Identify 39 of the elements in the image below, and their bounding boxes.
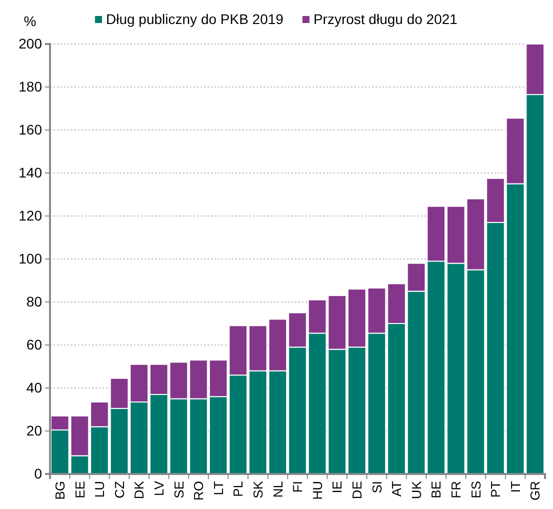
- x-tick-label: SK: [250, 480, 266, 498]
- x-tick-label: HU: [310, 481, 325, 500]
- x-tick-label: PT: [488, 480, 504, 498]
- y-tick-label: 100: [18, 250, 42, 266]
- y-tick-label: 200: [18, 35, 42, 52]
- x-tick-label: GR: [528, 481, 543, 500]
- x-tick-label: DE: [349, 480, 364, 500]
- x-tick-label: PL: [230, 481, 246, 497]
- legend-label: Przyrost długu do 2021: [313, 11, 458, 27]
- x-tick-label: AT: [389, 480, 404, 497]
- x-tick-label: BG: [52, 481, 68, 500]
- x-tick-label: FI: [290, 481, 306, 493]
- x-tick-label: EE: [72, 480, 88, 498]
- x-tick-label: LU: [92, 481, 108, 498]
- x-tick-label: LV: [151, 480, 166, 496]
- y-tick-label: 140: [18, 164, 42, 180]
- x-tick-label: SI: [369, 481, 384, 494]
- y-tick-label: 180: [18, 78, 42, 94]
- x-tick-label: NL: [270, 481, 286, 498]
- legend-label: Dług publiczny do PKB 2019: [106, 11, 284, 27]
- x-tick-label: FR: [448, 481, 464, 498]
- x-tick-label: UK: [408, 480, 424, 500]
- x-tick-label: SE: [171, 480, 186, 498]
- y-axis-title: %: [24, 13, 36, 29]
- x-tick-label: LT: [210, 480, 226, 496]
- x-tick-label: ES: [468, 480, 484, 498]
- y-tick-label: 40: [26, 379, 42, 396]
- x-tick-label: IE: [330, 480, 345, 494]
- x-tick-label: BE: [428, 480, 444, 498]
- x-tick-label: DK: [132, 480, 147, 500]
- x-tick-label: CZ: [112, 480, 127, 498]
- y-tick-label: 80: [26, 293, 42, 310]
- y-tick-label: 60: [26, 336, 42, 352]
- y-tick-label: 0: [34, 465, 42, 482]
- x-tick-label: IT: [508, 480, 523, 493]
- y-tick-label: 160: [18, 121, 42, 138]
- y-tick-label: 20: [26, 422, 42, 438]
- y-tick-label: 120: [18, 207, 42, 224]
- x-tick-label: RO: [191, 481, 206, 500]
